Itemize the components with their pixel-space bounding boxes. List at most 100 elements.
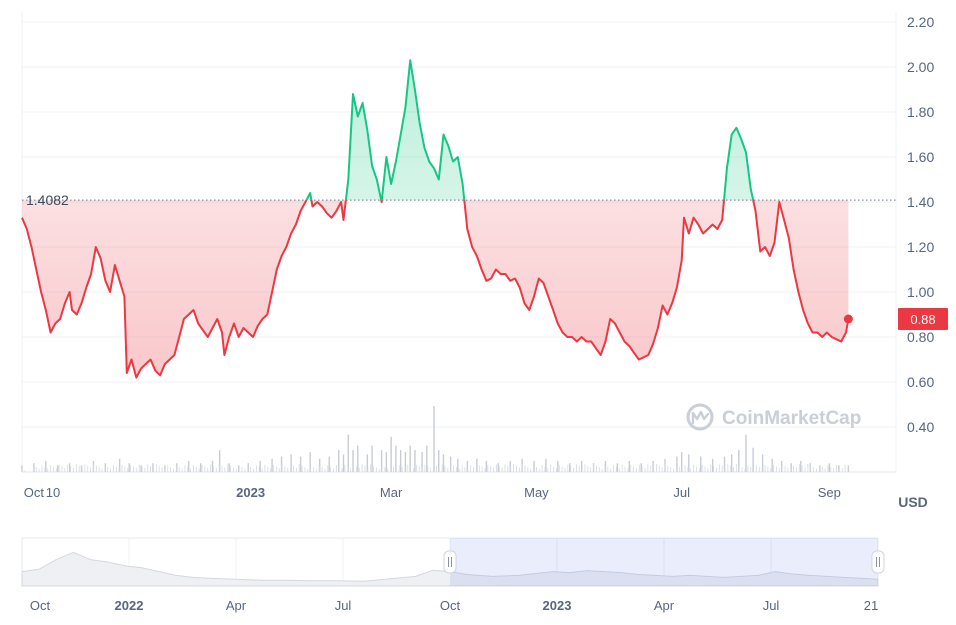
volume-bar <box>24 470 26 472</box>
y-tick-label: 2.00 <box>907 59 934 75</box>
volume-bar <box>828 463 831 472</box>
volume-bar <box>827 465 829 472</box>
volume-bar <box>467 468 469 472</box>
volume-bar <box>547 468 549 472</box>
volume-bar <box>184 465 186 472</box>
volume-bar <box>533 461 535 472</box>
volume-bar <box>485 461 488 472</box>
volume-bar <box>800 461 802 472</box>
volume-bar <box>497 463 499 472</box>
volume-bar <box>607 467 609 472</box>
x-tick-label: Mar <box>380 485 403 500</box>
volume-bar <box>638 464 640 472</box>
y-tick-label: 0.60 <box>907 374 934 390</box>
volume-bar <box>453 465 454 472</box>
coinmarketcap-logo-icon <box>686 403 714 431</box>
volume-bar <box>541 465 543 472</box>
drag-handle-icon[interactable] <box>443 550 457 574</box>
volume-bar <box>384 467 386 472</box>
volume-bar <box>435 466 437 472</box>
volume-bar <box>838 465 840 472</box>
volume-bar <box>33 463 35 472</box>
x-tick-label: Oct <box>24 485 45 500</box>
y-tick-label: 0.40 <box>907 419 934 435</box>
volume-bar <box>309 452 311 472</box>
volume-bar <box>421 452 423 472</box>
volume-bar <box>385 452 388 472</box>
volume-bar <box>518 467 520 472</box>
volume-bar <box>270 468 272 472</box>
range-navigator[interactable]: Oct 2022 Apr Jul Oct 2023 Apr Jul 21 <box>21 537 885 613</box>
volume-bar <box>204 466 206 472</box>
volume-bar <box>141 466 143 472</box>
volume-bar <box>380 450 383 472</box>
volume-bar <box>290 464 292 472</box>
volume-bar <box>128 463 130 472</box>
navigator-selected-range[interactable] <box>450 538 878 586</box>
volume-bar <box>271 458 273 472</box>
volume-bar <box>716 467 717 472</box>
volume-bar <box>261 468 263 472</box>
volume-bar <box>833 468 835 472</box>
drag-handle-icon[interactable] <box>871 550 885 574</box>
volume-bar <box>115 466 117 472</box>
volume-bar <box>293 466 294 472</box>
volume-bar <box>167 465 169 472</box>
navigator-handle-right[interactable] <box>871 550 885 574</box>
volume-bar <box>41 465 43 472</box>
reference-label: 1.4082 <box>26 192 69 208</box>
volume-bar <box>366 454 369 472</box>
volume-bar <box>333 468 334 472</box>
volume-bar <box>414 450 416 472</box>
volume-bar <box>98 467 100 472</box>
volume-bar <box>604 465 606 472</box>
volume-bar <box>407 465 409 472</box>
volume-bar <box>524 465 526 472</box>
volume-bar <box>613 465 614 472</box>
volume-bar <box>818 465 820 472</box>
volume-bar <box>104 463 107 472</box>
volume-bar <box>68 463 71 472</box>
volume-bar <box>353 464 354 472</box>
volume-bar <box>681 468 683 472</box>
volume-bar <box>515 465 517 472</box>
volume-bar <box>61 466 63 472</box>
volume-bar <box>207 468 209 472</box>
volume-bar <box>155 464 157 472</box>
volume-bar <box>93 464 94 472</box>
volume-bar <box>110 468 111 472</box>
volume-bar <box>784 466 786 472</box>
volume-bar <box>630 464 632 472</box>
volume-bar <box>118 468 120 472</box>
volume-bar <box>438 450 440 472</box>
volume-bar <box>711 458 714 472</box>
volume-bar <box>442 454 445 472</box>
volume-bar <box>761 468 763 472</box>
volume-bar <box>238 465 240 472</box>
volume-bar <box>770 468 772 472</box>
currency-unit: USD <box>898 494 928 510</box>
volume-bar <box>64 468 66 472</box>
volume-bar <box>490 466 492 472</box>
volume-bar <box>390 436 392 472</box>
volume-bar <box>267 466 269 472</box>
volume-bar <box>409 445 411 472</box>
volume-bar <box>636 468 637 472</box>
volume-bar <box>616 466 617 472</box>
volume-bar <box>170 467 172 472</box>
volume-bar <box>604 461 607 472</box>
volume-bar <box>798 464 800 472</box>
y-tick-label: 1.80 <box>907 104 934 120</box>
volume-bar <box>596 465 597 472</box>
volume-bar <box>150 466 151 472</box>
volume-bar <box>727 464 729 472</box>
volume-bar <box>744 468 746 472</box>
volume-bar <box>470 465 472 472</box>
volume-bar <box>213 466 214 472</box>
volume-bar <box>310 465 312 472</box>
volume-bar <box>573 467 574 472</box>
volume-bar <box>796 467 797 472</box>
navigator-handle-left[interactable] <box>443 550 457 574</box>
volume-bar <box>342 454 345 472</box>
